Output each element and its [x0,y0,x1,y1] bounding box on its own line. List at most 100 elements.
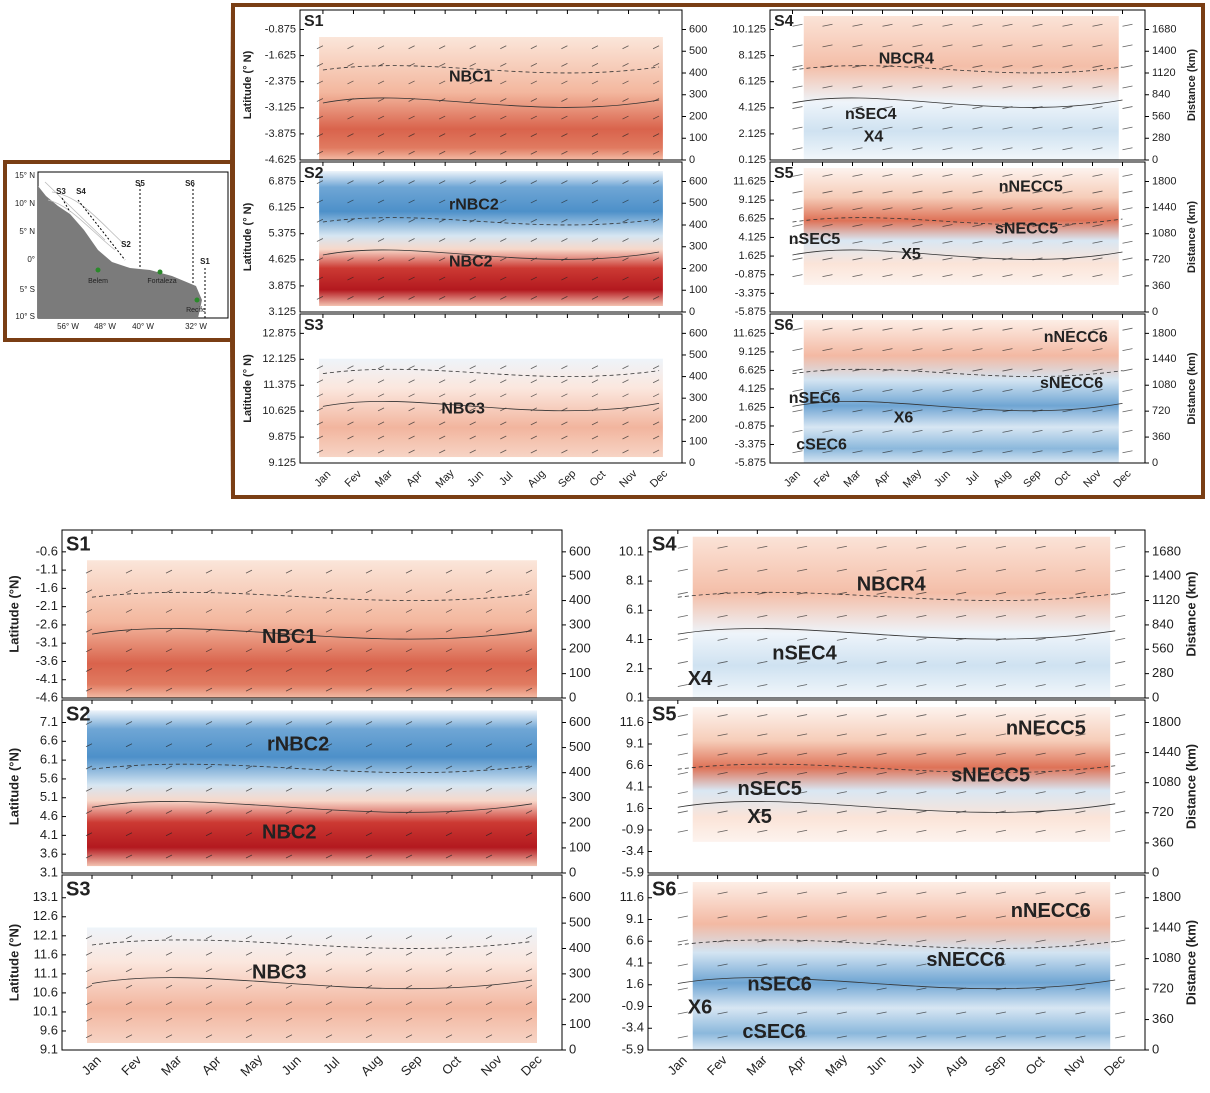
velocity-arrow [125,589,133,594]
velocity-arrow [316,45,324,50]
panel-label: S3 [66,878,90,900]
velocity-arrow [1075,915,1086,919]
x-tick-label: Jan [312,468,333,489]
velocity-arrow [652,180,660,185]
x-tick-label: Mar [158,1052,185,1079]
velocity-arrow [438,379,446,384]
velocity-arrow [408,80,415,85]
velocity-arrow [165,609,173,613]
velocity-arrow [942,409,953,413]
velocity-arrow [405,832,413,837]
velocity-arrow [525,968,533,973]
distance-tick-label: 280 [1152,665,1174,680]
velocity-arrow [347,276,354,281]
velocity-arrow [652,257,660,262]
velocity-arrow [530,45,538,50]
velocity-arrow [876,987,887,991]
velocity-arrow [347,449,354,454]
velocity-arrow [1122,147,1133,151]
velocity-arrow [377,295,385,300]
velocity-arrow [757,829,768,833]
velocity-arrow [1115,829,1126,833]
velocity-arrow [1035,791,1046,795]
x-tick-label: Dec [648,467,671,490]
x-tick-label: Nov [478,1051,505,1078]
velocity-arrow [1062,190,1073,194]
velocity-arrow [469,257,476,262]
velocity-arrow [365,721,373,725]
velocity-arrow [325,668,333,672]
velocity-arrow [912,106,923,109]
panel-frame [647,529,1146,699]
velocity-arrow [852,409,863,413]
y-tick-label: 3.1 [40,864,58,879]
velocity-arrow [677,915,688,919]
velocity-arrow [882,106,893,109]
velocity-arrow [85,589,93,594]
current-label: X6 [894,410,914,427]
velocity-arrow [677,661,688,664]
velocity-arrow [85,687,93,692]
contour-line [91,628,533,640]
velocity-arrow [956,545,967,549]
velocity-arrow [652,365,660,370]
velocity-arrow [1002,429,1013,433]
velocity-arrow [1092,327,1103,331]
velocity-arrow [942,147,953,151]
velocity-arrow [912,389,923,392]
y-tick-label: 12.875 [262,327,296,339]
map-lon-label: 40° W [132,322,154,331]
velocity-arrow [916,714,927,717]
velocity-arrow [1032,389,1043,392]
velocity-arrow [995,545,1006,549]
velocity-arrow [972,106,983,109]
velocity-field [319,37,663,160]
velocity-arrow [405,968,413,973]
velocity-arrow [1092,274,1103,278]
current-label: nNECC5 [1006,718,1086,740]
distance-tick-label: 400 [689,370,707,382]
velocity-arrow [1035,987,1046,991]
velocity-arrow [365,1017,373,1022]
velocity-arrow [525,668,533,672]
velocity-arrow [325,1017,333,1022]
velocity-arrow [530,62,538,67]
velocity-arrow [485,1034,493,1039]
velocity-arrow [469,365,476,370]
y-tick-label: -0.875 [735,269,766,281]
velocity-arrow [347,62,354,67]
velocity-arrow [125,569,133,574]
velocity-arrow [882,240,893,244]
velocity-arrow [622,365,629,370]
velocity-arrow [445,968,453,973]
distance-tick-label: 200 [689,110,707,122]
velocity-arrow [347,379,354,384]
velocity-arrow [245,743,253,748]
velocity-arrow [1062,429,1073,433]
velocity-arrow [882,257,893,261]
velocity-arrow [485,951,493,956]
velocity-arrow [1075,891,1086,895]
contour-line [792,368,1123,377]
velocity-arrow [876,829,887,833]
velocity-arrow [792,450,803,454]
map-section-label: S4 [76,187,86,196]
velocity-arrow [1062,368,1073,372]
map-lon-label: 32° W [185,322,207,331]
velocity-arrow [445,648,453,653]
contour-line [792,97,1123,108]
x-tick-label: Dec [1101,1051,1128,1078]
velocity-arrow [942,450,953,454]
velocity-arrow [325,743,333,748]
velocity-arrow [956,939,967,943]
velocity-arrow [1092,429,1103,433]
velocity-arrow [622,45,629,50]
velocity-arrow [995,939,1006,943]
velocity-arrow [1092,44,1103,48]
velocity-arrow [365,968,373,973]
velocity-arrow [1092,368,1103,372]
y-tick-label: -0.875 [265,23,296,35]
velocity-arrow [125,648,133,653]
velocity-arrow [652,199,660,204]
velocity-arrow [445,951,453,956]
